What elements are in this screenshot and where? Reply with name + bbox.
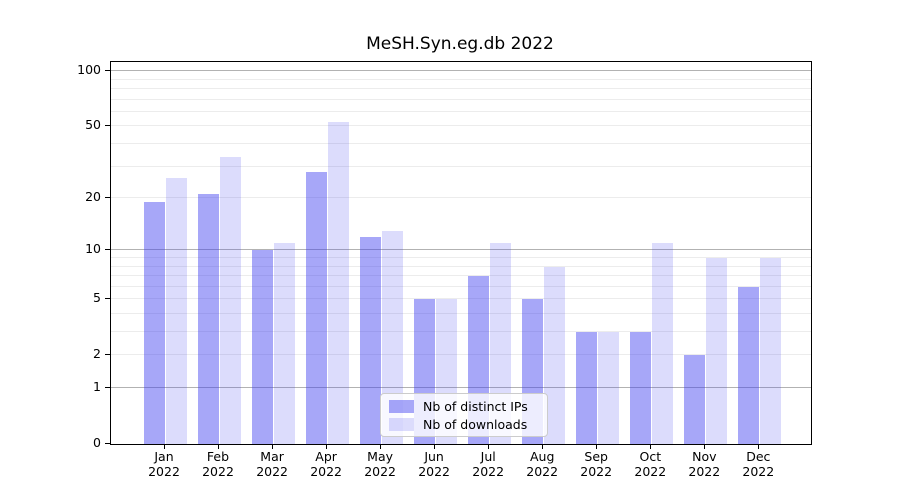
y-tick-label-1: 1 bbox=[93, 379, 101, 394]
y-tick-mark-100 bbox=[105, 70, 110, 72]
grid-line-2 bbox=[111, 354, 811, 356]
y-tick-label-0: 0 bbox=[93, 435, 101, 450]
grid-line-70 bbox=[111, 98, 811, 100]
grid-line-80 bbox=[111, 87, 811, 89]
x-tick-mark-apr bbox=[326, 444, 328, 449]
grid-line-3 bbox=[111, 331, 811, 332]
grid-line-30 bbox=[111, 165, 811, 167]
x-tick-mark-nov bbox=[704, 444, 706, 449]
y-tick-mark-20 bbox=[105, 197, 110, 198]
x-tick-mark-jan bbox=[164, 444, 165, 449]
bar-may-ips bbox=[359, 236, 381, 444]
y-tick-label-2: 2 bbox=[93, 346, 101, 362]
y-tick-mark-2 bbox=[105, 354, 110, 356]
x-tick-mark-jul bbox=[488, 444, 490, 449]
x-tick-label-jul: Jul 2022 bbox=[472, 449, 505, 479]
y-tick-mark-0 bbox=[105, 443, 110, 444]
bar-jan-ips bbox=[143, 201, 165, 444]
bar-sep-ips bbox=[575, 332, 597, 444]
grid-line-6 bbox=[111, 285, 811, 287]
x-tick-label-dec: Dec 2022 bbox=[742, 449, 775, 479]
x-tick-mark-feb bbox=[218, 444, 219, 449]
y-tick-mark-1 bbox=[105, 387, 110, 388]
grid-line-4 bbox=[111, 312, 811, 314]
y-tick-label-5: 5 bbox=[93, 290, 101, 306]
bar-mar-ips bbox=[251, 250, 273, 444]
grid-line-20 bbox=[111, 197, 811, 198]
legend: Nb of distinct IPs Nb of downloads bbox=[380, 393, 548, 437]
x-tick-label-feb: Feb 2022 bbox=[202, 449, 234, 479]
bar-dec-ips bbox=[737, 286, 759, 444]
bar-feb-ips bbox=[197, 194, 219, 444]
x-tick-mark-dec bbox=[758, 444, 760, 449]
x-tick-label-nov: Nov 2022 bbox=[688, 449, 721, 479]
x-tick-mark-jun bbox=[434, 444, 436, 449]
bar-sep-downloads bbox=[597, 332, 619, 444]
bar-nov-ips bbox=[683, 355, 705, 444]
x-tick-mark-may bbox=[380, 444, 382, 449]
x-tick-label-may: May 2022 bbox=[364, 449, 396, 479]
bar-oct-downloads bbox=[651, 243, 673, 444]
bar-aug-downloads bbox=[543, 266, 565, 444]
bar-oct-ips bbox=[629, 332, 651, 444]
legend-label-ips: Nb of distinct IPs bbox=[423, 398, 528, 414]
plot-area: Nb of distinct IPs Nb of downloads bbox=[110, 61, 812, 445]
bar-apr-downloads bbox=[327, 121, 349, 444]
grid-line-7 bbox=[111, 275, 811, 276]
grid-line-50 bbox=[111, 125, 811, 127]
bar-dec-downloads bbox=[759, 257, 781, 444]
bar-apr-ips bbox=[305, 171, 327, 444]
x-tick-mark-mar bbox=[272, 444, 274, 449]
legend-label-downloads: Nb of downloads bbox=[423, 416, 528, 432]
x-tick-label-apr: Apr 2022 bbox=[310, 449, 342, 479]
grid-line-9 bbox=[111, 256, 811, 258]
grid-line-10 bbox=[111, 249, 811, 251]
x-tick-label-mar: Mar 2022 bbox=[256, 449, 288, 479]
legend-entry-ips: Nb of distinct IPs bbox=[389, 399, 547, 414]
grid-line-5 bbox=[111, 298, 811, 300]
y-tick-label-50: 50 bbox=[85, 117, 101, 133]
grid-line-90 bbox=[111, 78, 811, 80]
grid-line-1 bbox=[111, 387, 811, 388]
y-tick-mark-10 bbox=[105, 249, 110, 251]
legend-swatch-downloads bbox=[389, 417, 414, 431]
x-tick-label-jun: Jun 2022 bbox=[418, 449, 450, 479]
bar-mar-downloads bbox=[273, 243, 295, 444]
x-tick-label-aug: Aug 2022 bbox=[526, 449, 559, 479]
y-tick-label-10: 10 bbox=[85, 241, 101, 257]
x-tick-mark-sep bbox=[596, 444, 598, 449]
bar-feb-downloads bbox=[219, 156, 241, 444]
x-tick-label-sep: Sep 2022 bbox=[580, 449, 613, 479]
x-tick-mark-aug bbox=[542, 444, 544, 449]
x-tick-mark-oct bbox=[650, 444, 652, 449]
x-tick-label-oct: Oct 2022 bbox=[634, 449, 667, 479]
x-tick-label-jan: Jan 2022 bbox=[148, 449, 180, 479]
y-tick-label-100: 100 bbox=[77, 62, 101, 78]
grid-line-60 bbox=[111, 110, 811, 112]
grid-line-8 bbox=[111, 265, 811, 267]
legend-swatch-ips bbox=[389, 399, 414, 413]
y-tick-label-20: 20 bbox=[85, 189, 101, 204]
legend-entry-downloads: Nb of downloads bbox=[389, 417, 547, 432]
y-tick-mark-50 bbox=[105, 125, 110, 127]
grid-line-40 bbox=[111, 142, 811, 144]
grid-line-100 bbox=[111, 70, 811, 72]
bar-jan-downloads bbox=[165, 177, 187, 444]
y-tick-mark-5 bbox=[105, 298, 110, 300]
bar-may-downloads bbox=[381, 230, 403, 444]
chart-title: MeSH.Syn.eg.db 2022 bbox=[366, 34, 554, 54]
bar-nov-downloads bbox=[705, 257, 727, 444]
